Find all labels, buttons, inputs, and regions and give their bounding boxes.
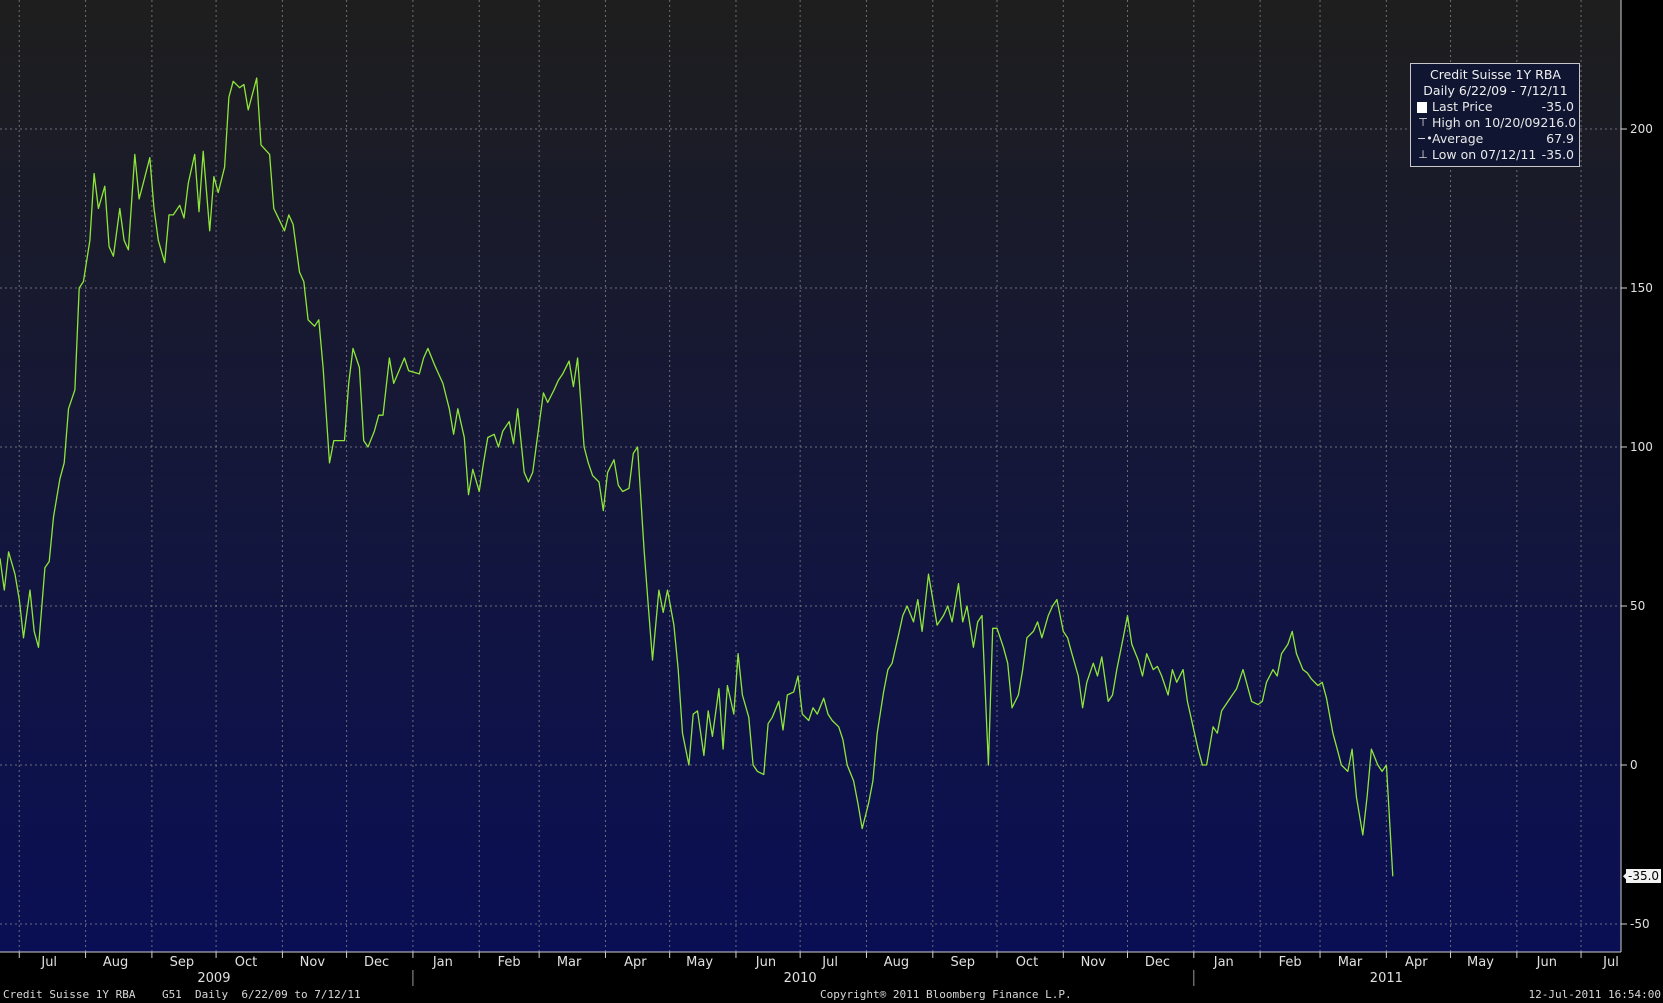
y-tick-label: 0	[1630, 758, 1638, 772]
x-year-label: 2009	[197, 971, 230, 986]
x-tick-label: Jul	[1602, 955, 1619, 970]
series-line	[0, 77, 1394, 877]
series-layer	[0, 77, 1394, 877]
legend-average-value: 67.9	[1546, 131, 1574, 146]
legend-row-high: ⊤ High on 10/20/09 216.0	[1417, 115, 1577, 131]
legend-row-average: −• Average 67.9	[1417, 131, 1574, 147]
x-tick-label: May	[1467, 955, 1494, 970]
x-tick-label: Aug	[884, 955, 909, 970]
legend-low-label: Low on 07/12/11	[1432, 147, 1537, 162]
footer-copyright: Copyright® 2011 Bloomberg Finance L.P.	[820, 988, 1072, 1001]
legend-subtitle: Daily 6/22/09 - 7/12/11	[1423, 83, 1568, 98]
grid	[0, 0, 1621, 952]
footer-timestamp: 12-Jul-2011 16:54:00	[1528, 988, 1661, 1001]
legend-last-price-label: Last Price	[1432, 99, 1493, 114]
average-marker-icon: −•	[1417, 132, 1433, 145]
x-tick-label: Feb	[498, 955, 521, 970]
legend-low-value: -35.0	[1541, 147, 1574, 162]
x-tick-label: Dec	[1145, 955, 1170, 970]
y-tick-label: 100	[1630, 440, 1653, 454]
x-tick-label: Feb	[1279, 955, 1302, 970]
footer-security-info: Credit Suisse 1Y RBA G51 Daily 6/22/09 t…	[3, 988, 361, 1001]
x-tick-label: Aug	[103, 955, 128, 970]
legend-high-value: 216.0	[1540, 115, 1577, 130]
x-tick-label: Jul	[40, 955, 57, 970]
last-price-tag: -35.0	[1626, 869, 1662, 883]
x-tick-label: Oct	[235, 955, 257, 970]
legend-row-low: ⊥ Low on 07/12/11 -35.0	[1417, 147, 1574, 163]
x-tick-label: Oct	[1016, 955, 1038, 970]
axes: -50 0 50 100 150 200 Jul Aug Sep Oct Nov Dec Jan Feb M…	[0, 0, 1653, 986]
low-marker-icon: ⊥	[1418, 148, 1428, 161]
y-tick-label: 50	[1630, 599, 1645, 613]
x-tick-label: Jun	[755, 955, 776, 970]
last-price-swatch	[1417, 101, 1427, 113]
x-tick-label: Mar	[1338, 955, 1363, 970]
legend-title: Credit Suisse 1Y RBA	[1430, 67, 1561, 82]
x-tick-label: May	[686, 955, 713, 970]
legend-high-label: High on 10/20/09	[1432, 115, 1541, 130]
x-tick-label: Sep	[950, 955, 975, 970]
x-tick-label: Jun	[1536, 955, 1557, 970]
x-tick-label: Jul	[821, 955, 838, 970]
footer-bar: Credit Suisse 1Y RBA G51 Daily 6/22/09 t…	[0, 988, 1663, 1003]
high-marker-icon: ⊤	[1418, 116, 1428, 129]
y-tick-label: -50	[1630, 917, 1650, 931]
y-tick-label: 200	[1630, 122, 1653, 136]
y-tick-label: 150	[1630, 281, 1653, 295]
legend-average-label: Average	[1432, 131, 1484, 146]
x-tick-label: Nov	[300, 955, 326, 970]
legend-row-last-price: Last Price -35.0	[1417, 99, 1574, 115]
x-tick-label: Dec	[364, 955, 389, 970]
x-tick-label: Jan	[1213, 955, 1234, 970]
x-tick-label: Jan	[432, 955, 453, 970]
x-tick-label: Mar	[557, 955, 582, 970]
x-tick-label: Apr	[624, 955, 647, 970]
x-tick-label: Apr	[1405, 955, 1428, 970]
x-year-label: 2011	[1370, 971, 1403, 986]
legend-last-price-value: -35.0	[1541, 99, 1574, 114]
x-tick-label: Sep	[170, 955, 195, 970]
legend-box: Credit Suisse 1Y RBA Daily 6/22/09 - 7/1…	[1410, 63, 1580, 167]
plot-background	[0, 0, 1621, 952]
x-tick-label: Nov	[1081, 955, 1107, 970]
x-year-label: 2010	[784, 971, 817, 986]
